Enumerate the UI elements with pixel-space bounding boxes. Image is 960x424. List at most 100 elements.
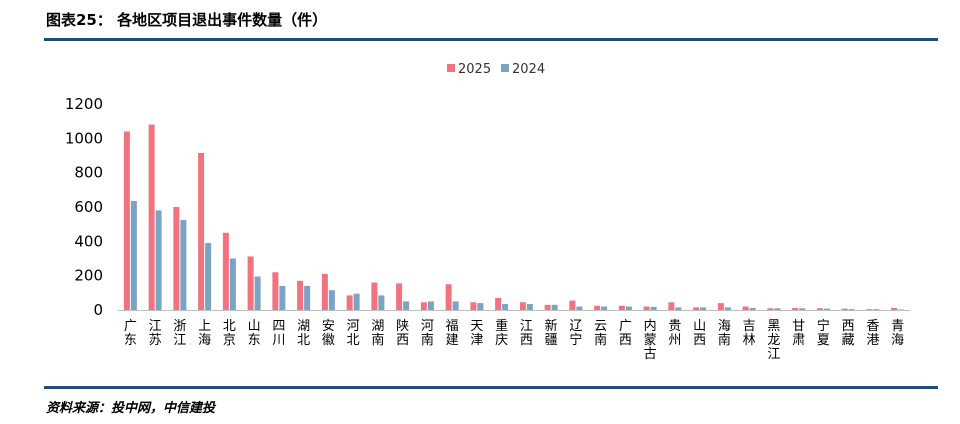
x-category-label: 湖南 bbox=[371, 319, 384, 348]
bar-2025-重庆 bbox=[495, 297, 502, 310]
bar-2025-吉林 bbox=[742, 306, 749, 310]
bar-2024-重庆 bbox=[502, 303, 509, 310]
bar-2025-内蒙古 bbox=[643, 306, 650, 310]
x-category-label: 贵州 bbox=[668, 319, 681, 348]
bar-2025-陕西 bbox=[396, 283, 403, 310]
bar-2024-广西 bbox=[625, 306, 632, 310]
x-category-label: 福建 bbox=[446, 319, 459, 348]
bar-2024-西藏 bbox=[848, 309, 855, 310]
x-category-label: 甘肃 bbox=[792, 319, 805, 348]
bar-2024-四川 bbox=[279, 285, 286, 310]
bottom-rule bbox=[44, 386, 938, 389]
bar-2024-云南 bbox=[601, 306, 608, 310]
legend-swatch-2024 bbox=[501, 64, 509, 72]
x-category-label: 山西 bbox=[693, 319, 706, 348]
y-tick-label: 600 bbox=[74, 198, 103, 216]
x-category-label: 天津 bbox=[470, 319, 483, 348]
x-category-label: 浙江 bbox=[173, 319, 186, 348]
x-category-label: 广东 bbox=[124, 319, 137, 348]
bar-2024-广东 bbox=[130, 200, 137, 310]
bar-2024-内蒙古 bbox=[650, 306, 657, 310]
y-tick-label: 400 bbox=[74, 232, 103, 250]
bar-2025-香港 bbox=[866, 309, 873, 310]
bar-2024-河南 bbox=[427, 301, 434, 310]
x-category-label: 陕西 bbox=[396, 319, 409, 348]
y-tick-label: 1000 bbox=[65, 129, 103, 147]
bar-2024-香港 bbox=[873, 309, 880, 310]
x-category-label: 云南 bbox=[594, 319, 607, 348]
bar-2025-新疆 bbox=[544, 304, 551, 310]
x-category-label: 香港 bbox=[866, 319, 879, 348]
legend-label-2025: 2025 bbox=[458, 62, 491, 77]
y-tick-label: 0 bbox=[93, 301, 103, 319]
bar-2025-广西 bbox=[618, 305, 625, 310]
top-rule bbox=[44, 38, 938, 41]
bar-2025-江西 bbox=[519, 302, 526, 310]
bar-2025-河南 bbox=[420, 302, 427, 310]
bar-2025-福建 bbox=[445, 284, 452, 310]
bar-2024-山西 bbox=[700, 307, 707, 310]
x-category-label: 山东 bbox=[248, 319, 261, 348]
y-tick-label: 1200 bbox=[65, 95, 103, 113]
x-category-label: 安徽 bbox=[322, 319, 335, 348]
bar-2025-广东 bbox=[123, 131, 130, 310]
bar-2025-江苏 bbox=[148, 124, 155, 310]
y-axis: 0 200 400 600 800 1000 1200 bbox=[65, 95, 910, 319]
y-tick-label: 800 bbox=[74, 164, 103, 182]
x-category-label: 重庆 bbox=[495, 318, 508, 348]
legend-label-2024: 2024 bbox=[512, 62, 545, 77]
x-category-label: 宁夏 bbox=[817, 318, 830, 348]
bar-2025-海南 bbox=[717, 303, 724, 310]
bar-2025-山东 bbox=[247, 256, 254, 310]
x-category-label: 北京 bbox=[223, 319, 236, 348]
bar-2025-天津 bbox=[470, 302, 477, 310]
x-category-label: 河北 bbox=[347, 319, 360, 348]
bar-2025-青海 bbox=[891, 307, 898, 310]
x-category-label: 西藏 bbox=[842, 319, 855, 348]
bar-2024-北京 bbox=[229, 258, 236, 310]
bar-2025-上海 bbox=[198, 152, 205, 310]
x-category-label: 辽宁 bbox=[569, 319, 582, 348]
bar-2024-宁夏 bbox=[823, 308, 830, 310]
bar-2024-辽宁 bbox=[576, 306, 583, 310]
bar-2025-山西 bbox=[693, 307, 700, 310]
bar-2025-云南 bbox=[594, 305, 601, 310]
x-category-label: 江西 bbox=[520, 319, 533, 348]
bar-2025-宁夏 bbox=[816, 308, 823, 310]
bar-2024-浙江 bbox=[180, 219, 187, 310]
bar-2024-吉林 bbox=[749, 307, 756, 310]
bar-2025-湖北 bbox=[297, 280, 304, 310]
bar-2024-山东 bbox=[254, 276, 261, 310]
x-category-label: 内蒙古 bbox=[644, 318, 657, 362]
bar-2024-青海 bbox=[898, 309, 905, 310]
x-category-label: 上海 bbox=[198, 319, 211, 348]
bar-2024-湖南 bbox=[378, 295, 385, 310]
x-category-label: 海南 bbox=[718, 319, 731, 348]
x-category-label: 广西 bbox=[619, 319, 632, 348]
bar-2024-新疆 bbox=[551, 304, 558, 310]
bar-2025-安徽 bbox=[321, 273, 328, 310]
x-category-label: 青海 bbox=[891, 319, 904, 348]
x-category-label: 新疆 bbox=[545, 318, 558, 348]
bars bbox=[123, 124, 905, 310]
bar-2024-甘肃 bbox=[799, 308, 806, 310]
x-category-label: 吉林 bbox=[743, 319, 756, 348]
bar-2025-浙江 bbox=[173, 207, 180, 310]
x-category-label: 四川 bbox=[272, 319, 285, 348]
bar-2024-河北 bbox=[353, 293, 360, 310]
x-category-label: 湖北 bbox=[297, 319, 310, 348]
bar-2025-黑龙江 bbox=[767, 308, 774, 310]
bar-2024-陕西 bbox=[403, 301, 410, 310]
source-note: 资料来源：投中网，中信建投 bbox=[46, 401, 216, 416]
x-category-label: 黑龙江 bbox=[767, 319, 780, 362]
bar-2025-甘肃 bbox=[792, 307, 799, 310]
bar-2024-海南 bbox=[724, 307, 731, 310]
bar-2025-辽宁 bbox=[569, 300, 576, 310]
bar-2024-江西 bbox=[526, 303, 533, 310]
y-tick-label: 200 bbox=[74, 267, 103, 285]
bar-2024-黑龙江 bbox=[774, 308, 781, 310]
bar-2025-四川 bbox=[272, 272, 279, 310]
legend-swatch-2025 bbox=[447, 64, 455, 72]
x-axis: 广东江苏浙江上海北京山东四川湖北安徽河北湖南陕西河南福建天津重庆江西新疆辽宁云南… bbox=[124, 318, 904, 362]
